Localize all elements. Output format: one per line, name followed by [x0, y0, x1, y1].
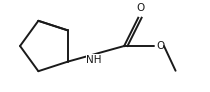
Text: O: O	[156, 41, 165, 51]
Text: NH: NH	[86, 55, 102, 65]
Text: O: O	[136, 3, 144, 13]
